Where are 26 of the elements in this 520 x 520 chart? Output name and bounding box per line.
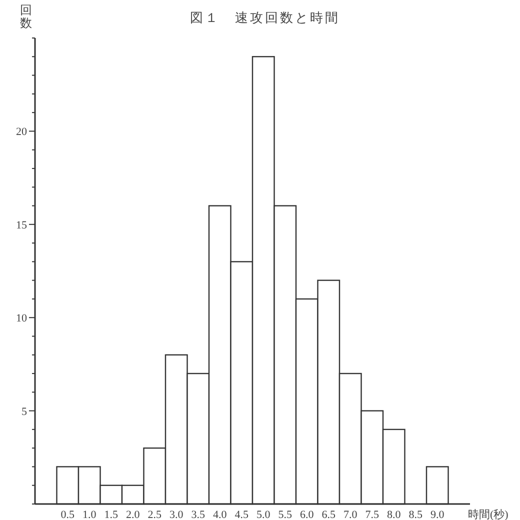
- x-tick-label: 7.0: [344, 509, 358, 520]
- title: 図１ 速攻回数と時間: [190, 10, 340, 25]
- x-tick-label: 2.5: [148, 509, 162, 520]
- x-tick-label: 8.5: [408, 509, 423, 520]
- x-tick-label: 6.5: [322, 509, 336, 520]
- x-tick-label: 2.0: [126, 509, 140, 520]
- x-tick-label: 5.5: [278, 509, 292, 520]
- x-tick-label: 3.5: [191, 509, 206, 520]
- x-tick-label: 4.5: [234, 509, 249, 520]
- x-tick-label: 7.5: [365, 509, 380, 520]
- y-tick-label: 20: [16, 126, 28, 138]
- y-tick-label: 10: [16, 312, 28, 325]
- x-tick-label: 1.0: [82, 509, 97, 520]
- y-tick-label: 5: [22, 406, 28, 418]
- y-tick-label: 15: [16, 219, 28, 232]
- ylabel: 回: [20, 3, 32, 17]
- x-tick-label: 1.5: [104, 509, 118, 520]
- x-tick-label: 5.0: [256, 509, 271, 520]
- x-tick-label: 0.5: [60, 509, 75, 520]
- x-tick-label: 6.0: [300, 509, 314, 520]
- x-tick-label: 3.0: [170, 509, 184, 520]
- x-tick-label: 4.0: [213, 509, 228, 520]
- xlabel: 時間(秒): [468, 509, 508, 520]
- ylabel: 数: [20, 16, 32, 30]
- x-tick-label: 8.0: [387, 509, 402, 520]
- x-tick-label: 9.0: [430, 509, 445, 520]
